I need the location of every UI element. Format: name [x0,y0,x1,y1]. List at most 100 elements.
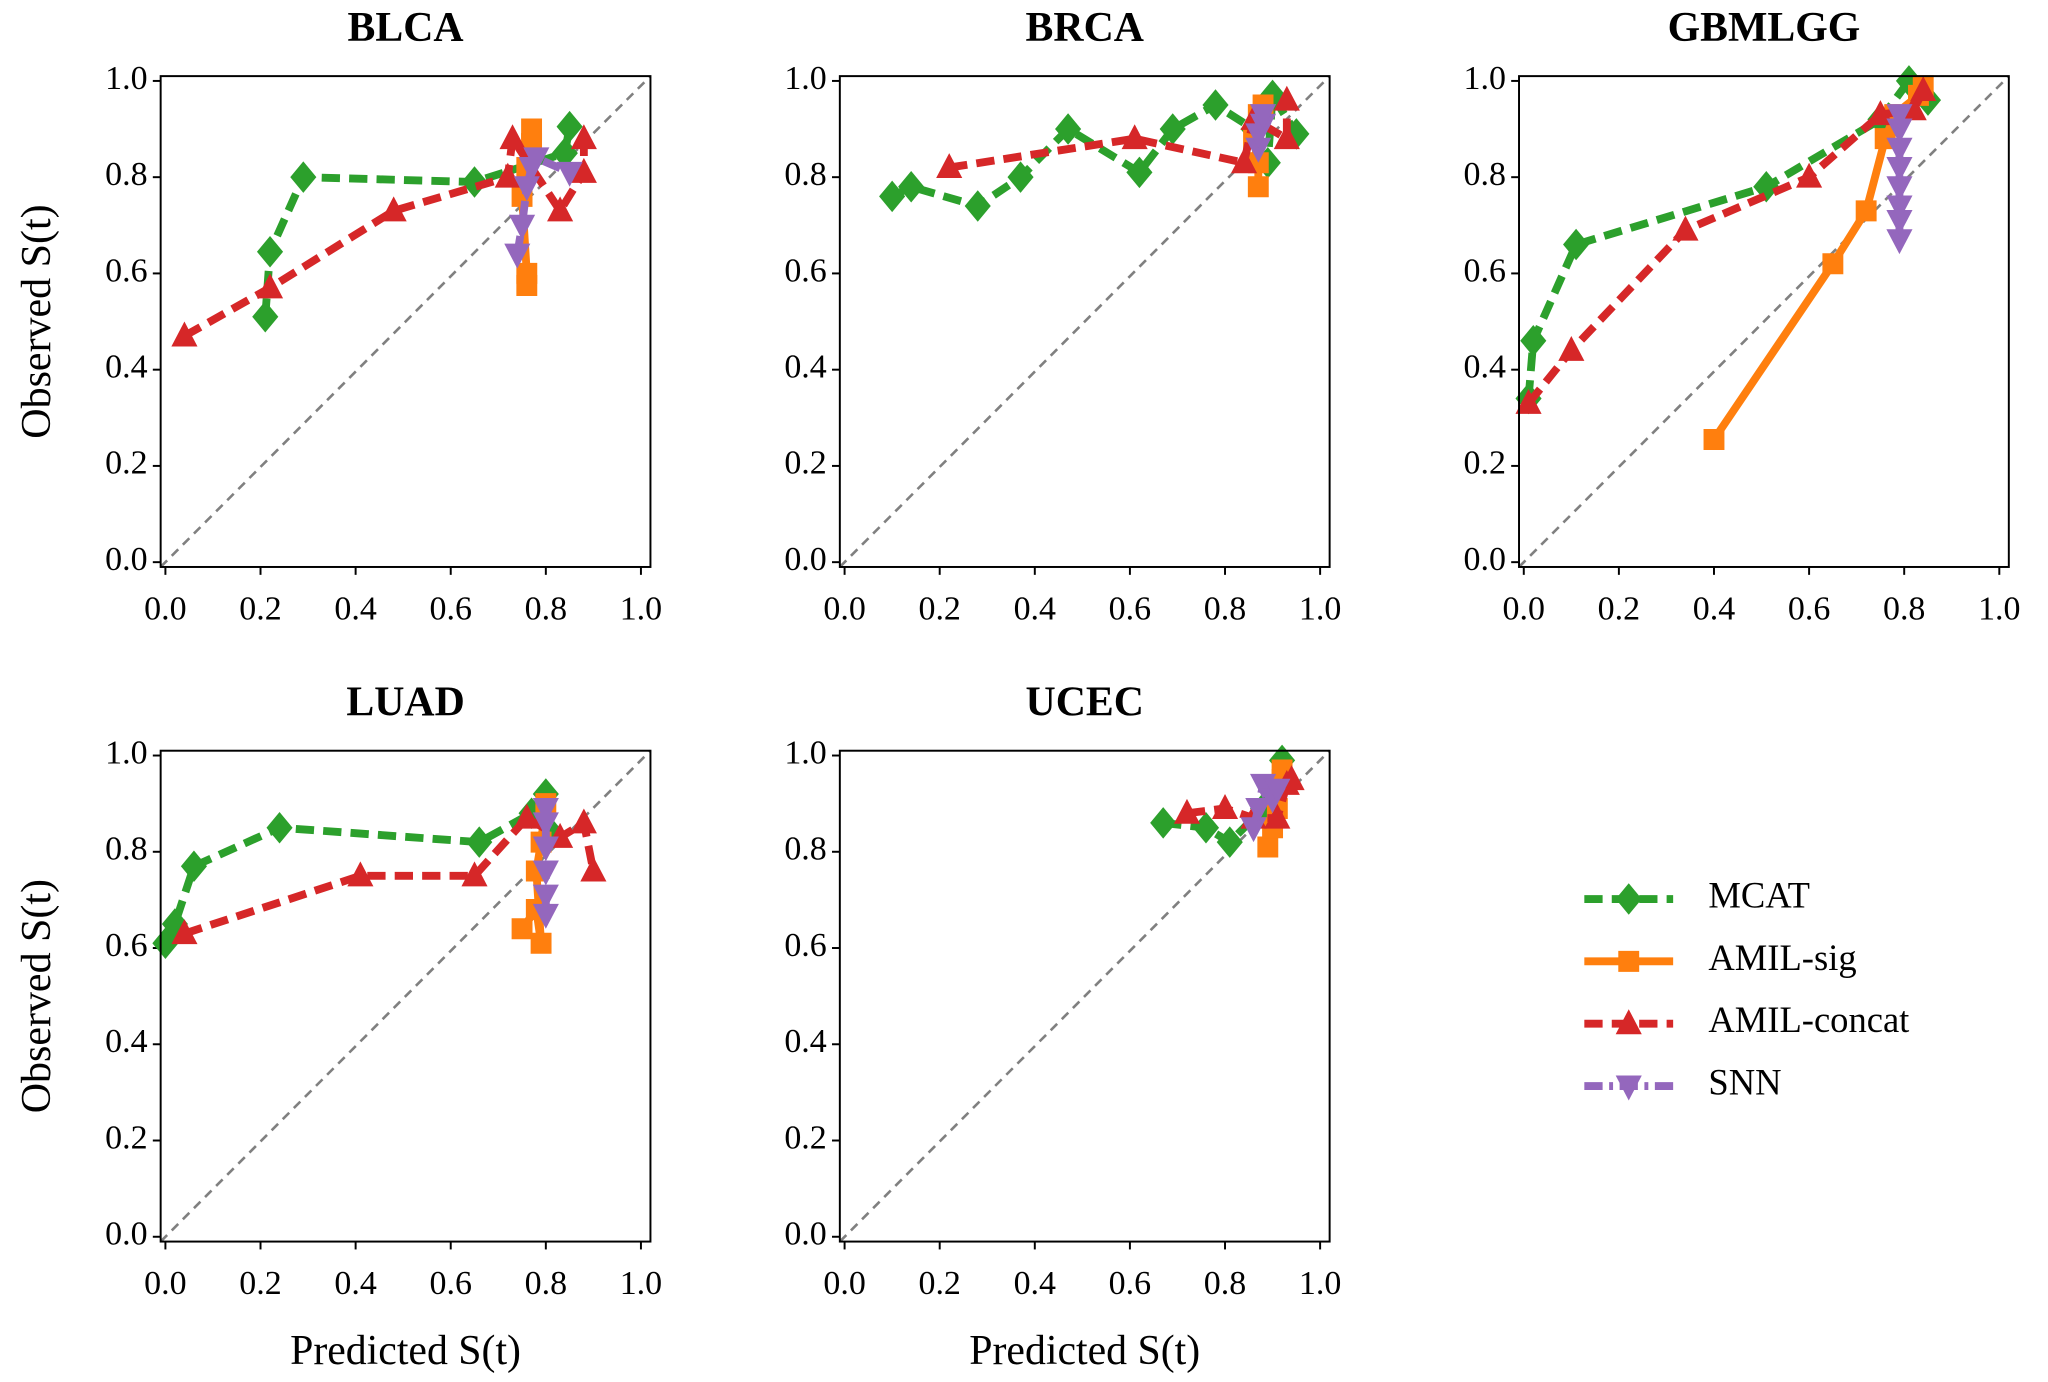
marker [1886,137,1913,163]
y-tick-label: 0.4 [784,348,826,385]
marker [461,166,488,198]
x-tick-label: 0.8 [1204,1265,1246,1302]
x-tick-label: 1.0 [620,1265,662,1302]
y-tick-label: 0.6 [784,927,826,964]
marker [347,861,374,887]
y-tick-label: 0.0 [784,1216,826,1253]
diagonal-reference [159,75,652,568]
marker [516,262,538,284]
marker [898,171,925,203]
x-tick-label: 0.4 [1014,1265,1056,1302]
x-tick-label: 1.0 [1299,590,1341,627]
marker [1240,817,1267,843]
diagonal-reference [159,749,652,1243]
marker [1886,157,1913,182]
diagonal-reference [1518,75,2010,568]
marker [1202,89,1229,121]
marker [1273,124,1300,150]
x-tick-label: 0.0 [1503,590,1545,627]
x-tick-label: 0.2 [918,590,960,627]
marker [171,919,198,945]
marker [580,856,607,882]
x-axis-label: Predicted S(t) [290,1328,521,1374]
y-tick-label: 0.2 [784,445,826,482]
plot-frame [159,75,652,568]
marker [256,236,284,268]
y-tick-label: 1.0 [784,734,826,771]
y-axis-label: Observed S(t) [14,204,60,438]
marker [499,124,526,150]
plot-frame [838,75,1331,568]
y-tick-label: 0.2 [1464,445,1506,482]
x-tick-label: 1.0 [620,590,662,627]
marker [1515,388,1542,414]
marker [256,273,284,299]
marker [508,214,536,240]
marker [1249,104,1277,130]
x-tick-label: 1.0 [1299,1265,1341,1302]
subplot: BLCA 0.0 0.2 0.4 0.6 0.8 1.0 0.0 0.2 0.4 0.6 0.8 1.0… [14,5,662,627]
series-line [948,100,1291,172]
subplot: UCEC 0.0 0.2 0.4 0.6 0.8 1.0 0.0 0.2 0.4 0.6 0.8 1.0… [784,680,1341,1374]
y-tick-label: 0.8 [784,156,826,193]
marker [252,300,279,333]
marker [1159,113,1186,145]
marker [511,918,533,940]
marker [513,803,540,829]
legend-label: AMIL-concat [1708,999,1909,1040]
marker [461,861,488,887]
marker [180,850,208,882]
marker [1007,161,1034,193]
marker [1264,778,1291,804]
x-tick-label: 0.2 [1598,590,1640,627]
marker [266,811,293,844]
x-tick-label: 0.2 [239,1265,281,1302]
marker [1216,826,1243,858]
subplot-title: LUAD [346,680,464,726]
marker [532,797,559,823]
y-tick-label: 0.2 [784,1119,826,1156]
y-tick-label: 0.0 [105,1216,147,1253]
marker [290,161,317,193]
subplot-title: UCEC [1026,680,1144,726]
marker [570,808,597,834]
marker [1886,209,1913,235]
marker [523,147,550,173]
marker [1855,200,1877,222]
marker [532,812,559,838]
marker [1672,215,1699,241]
marker [1703,428,1725,450]
marker [1055,113,1082,145]
x-tick-label: 0.0 [144,590,186,627]
diagonal-reference [838,75,1331,568]
legend-label: MCAT [1708,874,1810,915]
marker [551,137,578,169]
y-axis-label: Observed S(t) [14,879,60,1113]
marker [1563,228,1590,261]
marker [1245,797,1272,823]
marker [1886,118,1913,144]
y-tick-label: 0.6 [105,927,147,964]
marker [879,180,906,213]
marker [1520,325,1547,357]
marker [380,196,407,222]
y-tick-label: 0.0 [105,541,147,578]
marker [532,836,559,862]
marker [1211,794,1239,819]
marker [1886,176,1913,202]
x-tick-label: 0.4 [1693,590,1735,627]
x-tick-label: 0.8 [525,590,567,627]
x-tick-label: 0.6 [1788,590,1830,627]
marker [1615,1075,1642,1101]
x-tick-label: 0.0 [144,1265,186,1302]
y-tick-label: 1.0 [1464,60,1506,97]
marker [1886,195,1913,221]
marker [1886,229,1913,255]
marker [1230,148,1258,174]
plot-frame [838,749,1331,1243]
marker [532,884,559,910]
x-tick-label: 0.4 [1014,590,1056,627]
x-tick-label: 0.0 [823,590,865,627]
marker [532,903,559,929]
marker [556,110,583,143]
